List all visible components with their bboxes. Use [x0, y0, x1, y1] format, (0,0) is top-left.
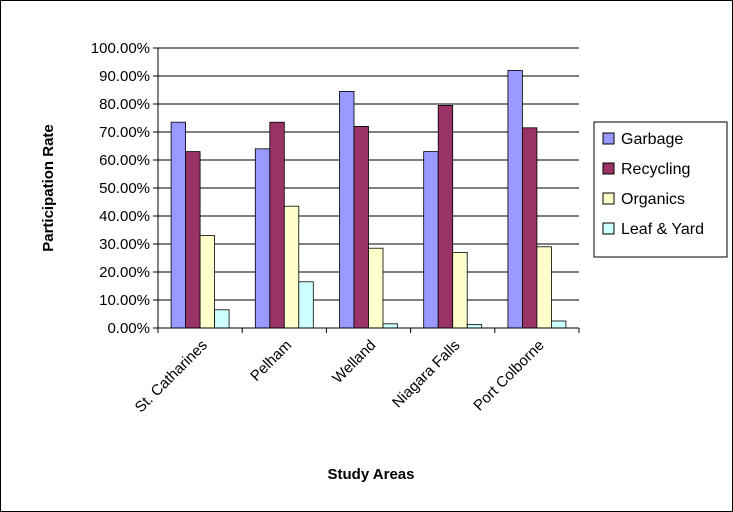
bar-organics-st-catharines — [199, 235, 216, 329]
legend-box — [593, 121, 728, 258]
y-tick-label: 70.00% — [99, 124, 150, 141]
x-tick-label: Welland — [329, 337, 379, 387]
bar-organics-niagara-falls — [452, 251, 468, 329]
legend-swatch — [602, 162, 615, 175]
y-tick-label: 60.00% — [99, 152, 150, 169]
bar-garbage-st-catharines — [170, 121, 187, 329]
bar-recycling-welland — [353, 126, 369, 329]
x-tick-label: St. Catharines — [132, 337, 211, 416]
bar-leaf-yard-welland — [382, 323, 398, 329]
bar-garbage-port-colborne — [507, 70, 523, 329]
y-tick-label: 50.00% — [99, 180, 150, 197]
bar-leaf-yard-pelham — [298, 281, 314, 329]
x-tick-label: Port Colborne — [470, 337, 547, 414]
legend-label: Garbage — [621, 131, 683, 148]
legend-swatch — [602, 192, 615, 205]
y-tick-label: 20.00% — [99, 264, 150, 281]
bar-leaf-yard-port-colborne — [551, 320, 567, 329]
y-axis-title: Participation Rate — [40, 124, 57, 252]
bar-garbage-niagara-falls — [423, 151, 439, 329]
legend-label: Recycling — [621, 161, 690, 178]
y-tick-label: 80.00% — [99, 96, 150, 113]
bar-garbage-pelham — [254, 148, 271, 329]
bar-organics-pelham — [283, 205, 300, 329]
bar-recycling-pelham — [269, 121, 285, 329]
y-tick-label: 100.00% — [91, 40, 150, 57]
bar-garbage-welland — [339, 91, 355, 329]
bar-recycling-port-colborne — [522, 127, 538, 329]
legend-label: Organics — [621, 191, 685, 208]
bar-recycling-st-catharines — [185, 151, 201, 329]
x-tick-labels: St. Catharines Pelham Welland Niagara Falls… — [132, 337, 548, 416]
y-tick-label: 0.00% — [107, 320, 150, 337]
y-tick-label: 40.00% — [99, 208, 150, 225]
legend-label: Leaf & Yard — [621, 221, 704, 238]
bar-leaf-yard-niagara-falls — [466, 324, 483, 329]
y-tick-label: 10.00% — [99, 292, 150, 309]
bar-organics-port-colborne — [536, 246, 552, 329]
legend: Garbage Recycling Organics Leaf & Yard — [593, 121, 728, 258]
x-tick-label: Niagara Falls — [389, 337, 464, 412]
legend-swatch — [602, 132, 615, 145]
y-tick-labels: 0.00% 10.00% 20.00% 30.00% 40.00% 50.00% 60.00… — [91, 40, 150, 337]
bar-leaf-yard-st-catharines — [214, 309, 230, 329]
axes — [157, 48, 580, 333]
y-tick-label: 30.00% — [99, 236, 150, 253]
bar-organics-welland — [368, 247, 384, 329]
bars — [170, 70, 567, 329]
x-axis-title: Study Areas — [328, 466, 415, 483]
y-tick-label: 90.00% — [99, 68, 150, 85]
x-tick-label: Pelham — [247, 337, 295, 385]
legend-swatch — [602, 222, 615, 235]
bar-recycling-niagara-falls — [437, 105, 454, 329]
